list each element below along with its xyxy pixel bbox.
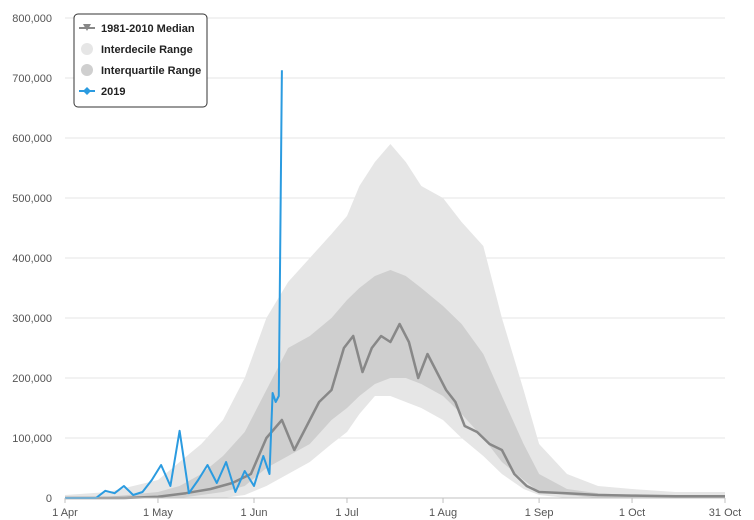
y-tick-label: 500,000 [12,193,52,205]
legend[interactable]: 1981-2010 Median Interdecile Range Interqu… [73,13,208,108]
legend-item[interactable]: Interquartile Range [81,64,201,77]
y-tick-label: 100,000 [12,433,52,445]
legend-marker-symbol [83,24,91,31]
x-tick-label: 1 May [143,507,173,519]
series-line-1981-2010-median [65,322,725,500]
y-tick-label: 800,000 [12,13,52,25]
x-tick-label: 1 Oct [619,507,645,519]
legend-marker [81,43,93,55]
x-tick-label: 1 Apr [52,507,78,519]
range-bands [65,144,725,498]
legend-label: 2019 [101,86,125,98]
y-tick-label: 700,000 [12,73,52,85]
legend-label: Interdecile Range [101,44,193,56]
legend-label: 1981-2010 Median [101,23,195,35]
x-tick-label: 1 Sep [525,507,554,519]
x-tick-label: 1 Jul [335,507,358,519]
legend-label: Interquartile Range [101,65,201,77]
series-line-2019 [65,70,283,499]
x-axis-labels: 1 Apr 1 May 1 Jun 1 Jul 1 Aug 1 Sep 1 Oct 31 Oc… [52,498,741,519]
legend-marker-symbol [83,87,91,95]
y-tick-label: 0 [46,493,52,505]
series-lines [65,70,725,500]
band-interquartile-range [65,270,725,498]
y-tick-label: 600,000 [12,133,52,145]
legend-item[interactable]: 1981-2010 Median [79,23,195,35]
y-tick-label: 300,000 [12,313,52,325]
y-tick-label: 400,000 [12,253,52,265]
x-tick-label: 31 Oct [709,507,741,519]
x-tick-label: 1 Aug [429,507,457,519]
legend-item[interactable]: 2019 [79,86,125,98]
legend-box [73,13,208,108]
y-axis-labels: 0 100,000 200,000 300,000 400,000 500,000 600,… [12,13,52,505]
y-tick-label: 200,000 [12,373,52,385]
legend-marker [81,64,93,76]
legend-item[interactable]: Interdecile Range [81,43,193,56]
x-tick-label: 1 Jun [241,507,268,519]
